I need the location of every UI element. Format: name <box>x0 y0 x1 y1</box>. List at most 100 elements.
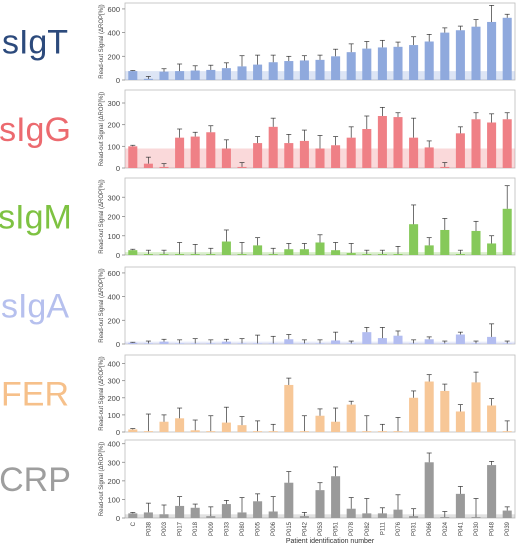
x-tick-label: P015 <box>287 521 293 536</box>
bar <box>299 140 309 168</box>
bar <box>253 501 263 518</box>
bar <box>455 254 465 255</box>
bar <box>440 390 450 432</box>
bar <box>237 166 247 168</box>
bar <box>377 338 387 344</box>
bar <box>409 343 419 344</box>
bar <box>377 431 387 432</box>
bar <box>346 508 356 518</box>
bar <box>159 514 169 518</box>
x-tick-label: P039 <box>505 521 511 536</box>
bar <box>377 254 387 255</box>
bar <box>393 254 403 255</box>
bar <box>502 431 512 432</box>
x-tick-label: P082 <box>365 521 371 536</box>
bar <box>346 137 356 168</box>
bar <box>455 30 465 80</box>
bar <box>284 143 294 168</box>
bar <box>393 335 403 344</box>
bar <box>237 66 247 80</box>
bar <box>471 230 481 255</box>
bar <box>440 166 450 168</box>
y-axis-title: Read-out Signal (ΔROP[%]) <box>99 356 105 430</box>
bar <box>221 422 231 432</box>
y-tick-label: 100 <box>107 495 120 504</box>
bar <box>159 166 169 168</box>
bar <box>471 26 481 81</box>
bar <box>315 242 325 255</box>
bar <box>487 21 497 80</box>
bar <box>315 415 325 432</box>
bar <box>362 431 372 432</box>
bar <box>221 241 231 255</box>
bar <box>502 17 512 80</box>
bar <box>393 117 403 168</box>
bar <box>268 343 278 344</box>
bar <box>284 249 294 255</box>
bar <box>346 404 356 432</box>
bar <box>190 136 200 168</box>
bar <box>190 430 200 432</box>
y-tick-label: 0 <box>116 514 120 523</box>
bar <box>502 343 512 344</box>
bar <box>471 382 481 432</box>
x-tick-label: P111 <box>380 521 386 535</box>
y-tick-label: 200 <box>107 477 120 486</box>
bar <box>206 69 216 80</box>
bar <box>455 133 465 168</box>
bar <box>331 340 341 344</box>
x-tick-label: P030 <box>474 521 480 536</box>
y-tick-label: 200 <box>107 316 120 325</box>
bar <box>253 143 263 168</box>
y-tick-label: 200 <box>107 121 120 130</box>
x-tick-label: P018 <box>193 521 199 536</box>
bar <box>268 126 278 168</box>
x-tick-label: P003 <box>162 521 168 536</box>
y-tick-label: 300 <box>107 458 120 467</box>
bar <box>377 47 387 80</box>
panel-label: sIgG <box>0 111 71 149</box>
y-axis-title: Read-out Signal (ΔROP[%]) <box>99 268 105 342</box>
bar <box>268 254 278 255</box>
bar <box>237 425 247 432</box>
x-tick-label: P048 <box>490 521 496 536</box>
x-tick-label: P009 <box>209 521 215 536</box>
bar <box>221 341 231 344</box>
bar <box>440 517 450 518</box>
bar <box>299 516 309 518</box>
bar <box>315 343 325 344</box>
bar <box>346 253 356 255</box>
bar <box>143 512 153 518</box>
bar <box>455 334 465 344</box>
bar <box>206 254 216 255</box>
bar <box>424 41 434 80</box>
bar <box>253 245 263 255</box>
bar <box>206 431 216 432</box>
bar <box>190 70 200 80</box>
y-tick-label: 0 <box>116 251 120 260</box>
bar <box>221 504 231 518</box>
bar <box>362 48 372 80</box>
bar <box>128 146 138 168</box>
y-tick-label: 100 <box>107 411 120 420</box>
bar <box>284 61 294 80</box>
bar <box>346 343 356 344</box>
x-tick-label: P033 <box>224 521 230 536</box>
y-tick-label: 0 <box>116 164 120 173</box>
y-axis-title: Read-out Signal (ΔROP[%]) <box>99 92 105 166</box>
y-tick-label: 400 <box>107 440 120 449</box>
bar <box>331 421 341 432</box>
y-tick-label: 300 <box>107 99 120 108</box>
bar <box>440 32 450 80</box>
bar <box>175 505 185 518</box>
bar <box>128 71 138 80</box>
bar <box>315 59 325 80</box>
bar <box>409 516 419 518</box>
bar <box>268 62 278 80</box>
x-tick-label: P006 <box>271 521 277 536</box>
bar <box>487 405 497 432</box>
bar <box>237 343 247 344</box>
bar <box>159 421 169 432</box>
